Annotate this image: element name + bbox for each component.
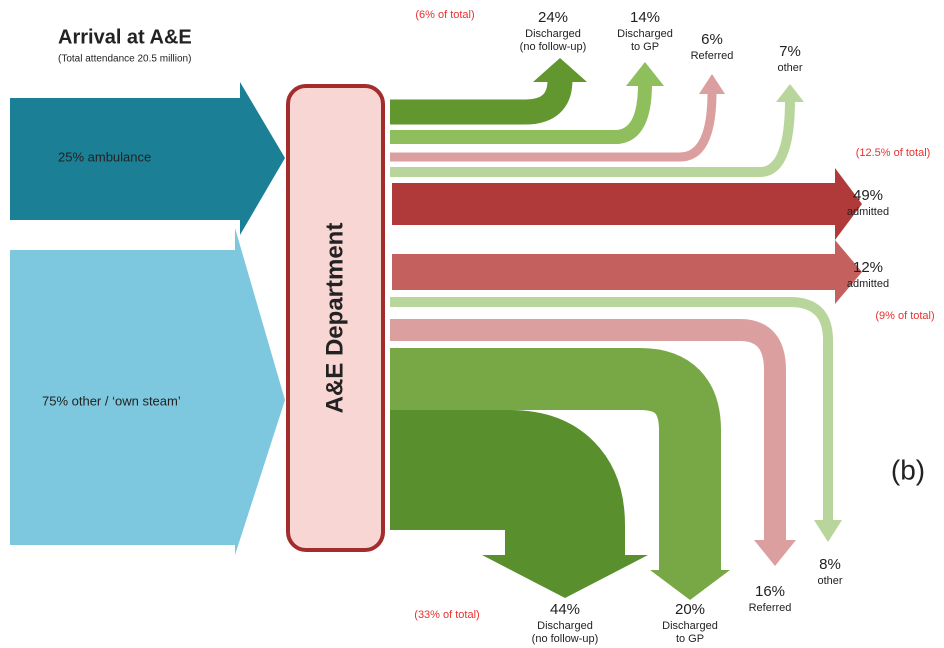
flow	[390, 83, 652, 144]
outcome-percent: 20%	[675, 601, 705, 618]
outcome-label: to GP	[631, 41, 659, 53]
outcome-label: other	[777, 62, 802, 74]
outcome-percent: 24%	[538, 9, 568, 26]
admitted-flow	[392, 240, 862, 304]
outcome-label: (no follow-up)	[520, 41, 587, 53]
flow	[390, 99, 795, 177]
panel-label: (b)	[891, 454, 925, 485]
outcome-percent: 14%	[630, 9, 660, 26]
outcome-label: admitted	[847, 206, 889, 218]
outcome-percent: 8%	[819, 556, 841, 573]
outcome-percent: 44%	[550, 601, 580, 618]
flow	[390, 297, 833, 522]
outcome-percent: 16%	[755, 583, 785, 600]
input-label: 75% other / ‘own steam’	[42, 393, 181, 408]
flow	[390, 91, 717, 162]
other-arrow	[10, 228, 285, 555]
note: (33% of total)	[414, 609, 479, 621]
admitted-flow	[392, 168, 862, 240]
outcome-label: Discharged	[617, 28, 673, 40]
outcome-percent: 49%	[853, 187, 883, 204]
outcome-label: Referred	[691, 50, 734, 62]
ambulance-flows	[390, 79, 795, 177]
arrow-head	[699, 74, 725, 94]
outcome-label: admitted	[847, 278, 889, 290]
note: (9% of total)	[875, 310, 934, 322]
outcome-label: Discharged	[537, 620, 593, 632]
outcome-label: other	[817, 575, 842, 587]
note: (6% of total)	[415, 9, 474, 21]
outcome-label: to GP	[676, 633, 704, 645]
input-label: 25% ambulance	[58, 149, 151, 164]
outcome-label: Discharged	[525, 28, 581, 40]
arrow-head	[650, 570, 730, 600]
arrow-head	[482, 555, 648, 598]
note: (12.5% of total)	[856, 147, 931, 159]
subtitle: (Total attendance 20.5 million)	[58, 54, 191, 65]
outcome-label: Discharged	[662, 620, 718, 632]
department-label: A&E Department	[321, 223, 348, 414]
flow	[390, 348, 721, 572]
department-box	[286, 84, 385, 552]
outcome-label: Referred	[749, 602, 792, 614]
other-flows	[390, 297, 833, 572]
outcome-percent: 6%	[701, 31, 723, 48]
outcome-percent: 7%	[779, 43, 801, 60]
ambulance-arrow	[10, 82, 285, 235]
arrow-head	[776, 84, 804, 102]
outcome-label: (no follow-up)	[532, 633, 599, 645]
flow	[390, 79, 573, 125]
outcome-percent: 12%	[853, 259, 883, 276]
flow	[390, 319, 786, 542]
flow	[390, 410, 625, 557]
arrow-head	[814, 520, 842, 542]
title: Arrival at A&E	[58, 26, 192, 48]
arrow-head	[626, 62, 664, 86]
arrow-head	[754, 540, 796, 566]
arrow-head	[533, 58, 587, 82]
